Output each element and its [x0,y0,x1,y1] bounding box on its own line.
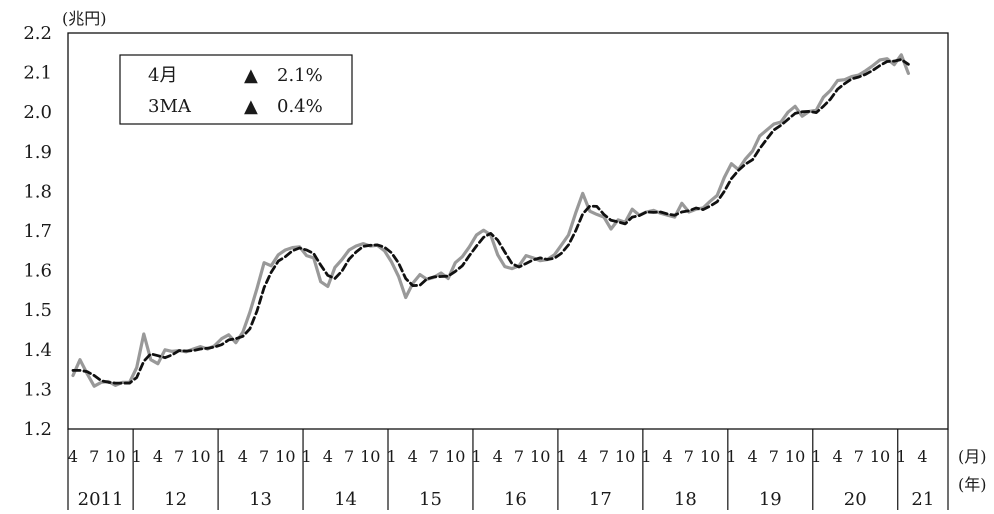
y-tick-label: 2.0 [23,102,52,123]
legend-label-1: 4月 [148,65,177,86]
y-tick-label: 2.2 [23,23,52,44]
x-month-label: 4 [493,447,503,466]
x-month-label: 4 [238,447,248,466]
x-month-label: 7 [769,447,779,466]
x-month-label: 10 [360,447,380,466]
x-month-label: 1 [132,447,142,466]
x-month-label: 10 [870,447,890,466]
x-month-label: 7 [259,447,269,466]
x-year-label: 20 [844,489,867,510]
y-tick-label: 1.9 [23,142,52,163]
x-month-label: 10 [530,447,550,466]
x-month-label: 4 [917,447,927,466]
y-tick-label: 1.4 [23,340,52,361]
y-tick-label: 1.6 [23,261,52,282]
x-month-label: 4 [748,447,758,466]
x-year-label: 14 [334,489,357,510]
y-tick-label: 1.3 [23,379,52,400]
x-year-unit: (年) [958,475,987,494]
x-month-label: 7 [429,447,439,466]
x-month-unit: (月) [958,447,987,466]
x-month-label: 10 [275,447,295,466]
legend-marker-2: ▲ [244,96,258,117]
x-month-label: 1 [217,447,227,466]
x-month-label: 7 [174,447,184,466]
x-month-label: 1 [726,447,736,466]
x-month-label: 4 [832,447,842,466]
x-year-label: 17 [589,489,612,510]
y-axis: 2.2 2.1 2.0 1.9 1.8 1.7 1.6 1.5 1.4 1.3 1.2 [23,23,52,440]
y-tick-label: 1.2 [23,419,52,440]
x-month-label: 4 [323,447,333,466]
x-month-label: 4 [153,447,163,466]
x-year-label: 12 [164,489,187,510]
x-month-label: 1 [641,447,651,466]
x-month-label: 4 [663,447,673,466]
x-month-label: 1 [811,447,821,466]
legend-marker-1: ▲ [244,65,258,86]
legend-value-2: 0.4% [277,96,323,117]
y-tick-label: 1.5 [23,300,52,321]
y-axis-unit: (兆円) [62,9,107,28]
x-month-label: 1 [471,447,481,466]
series-layer [71,53,911,388]
x-month-label: 4 [68,447,78,466]
legend-label-2: 3MA [148,96,192,117]
plot-area [67,32,949,430]
x-month-label: 7 [514,447,524,466]
x-axis: 4 7 10 1 4 7 10 1 4 7 10 1 4 7 10 1 4 7 10 1 4 7 10 1 4 7 10 1 4 7 10 1… [67,429,949,510]
x-month-label: 1 [301,447,311,466]
y-tick-label: 1.8 [23,181,52,202]
y-tick-label: 1.7 [23,221,52,242]
x-month-label: 7 [89,447,99,466]
x-year-label: 2011 [78,489,124,510]
x-year-label: 13 [249,489,272,510]
x-month-label: 10 [615,447,635,466]
x-month-label: 7 [344,447,354,466]
x-year-label: 16 [504,489,527,510]
x-year-label: 21 [911,489,934,510]
x-month-label: 7 [599,447,609,466]
x-month-label: 1 [896,447,906,466]
x-year-label: 19 [759,489,782,510]
x-month-label: 4 [408,447,418,466]
x-month-label: 10 [190,447,210,466]
series-3ma-line [71,58,910,385]
plot-frame [67,32,949,430]
y-tick-label: 2.1 [23,63,52,84]
x-month-label: 1 [556,447,566,466]
legend-box [119,54,353,125]
legend-value-1: 2.1% [277,65,323,86]
x-year-label: 15 [419,489,442,510]
x-month-label: 10 [445,447,465,466]
x-month-label: 10 [105,447,125,466]
x-year-label: 18 [674,489,697,510]
x-month-label: 7 [684,447,694,466]
x-month-label: 7 [854,447,864,466]
legend: 4月 ▲ 2.1% 3MA ▲ 0.4% [119,54,353,125]
x-month-label: 1 [386,447,396,466]
x-month-label: 4 [578,447,588,466]
x-month-label: 10 [785,447,805,466]
x-month-label: 10 [700,447,720,466]
